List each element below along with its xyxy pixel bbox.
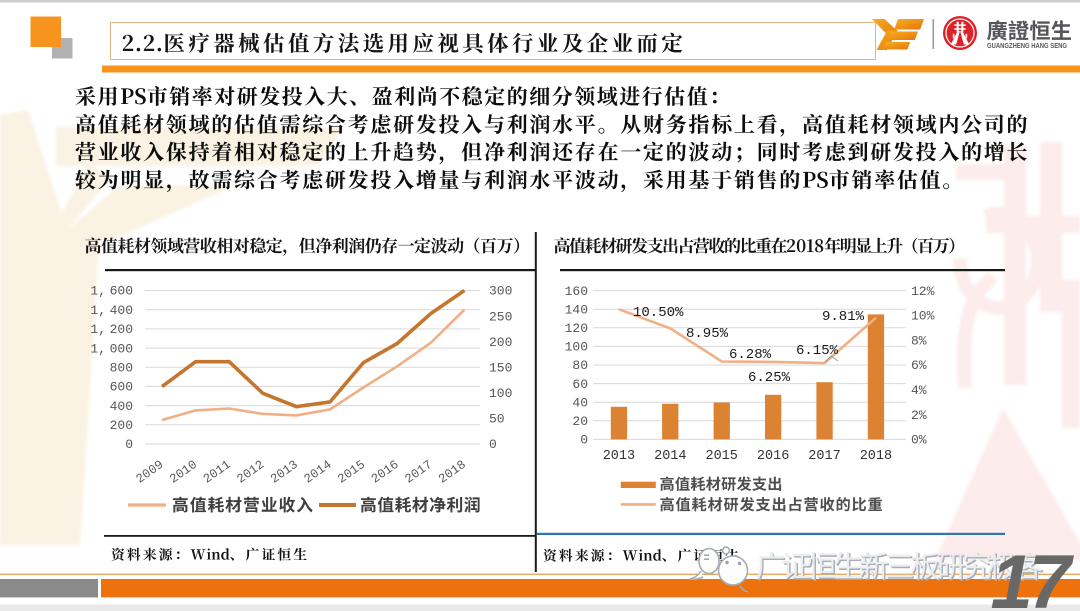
svg-text:2018: 2018 — [860, 449, 892, 464]
svg-text:8%: 8% — [911, 333, 927, 348]
svg-text:10%: 10% — [911, 309, 935, 324]
svg-text:200: 200 — [489, 335, 512, 350]
svg-text:8.95%: 8.95% — [686, 326, 729, 342]
svg-text:100: 100 — [489, 386, 512, 401]
svg-text:60: 60 — [572, 377, 588, 392]
svg-text:300: 300 — [489, 284, 512, 299]
svg-text:200: 200 — [110, 418, 133, 433]
svg-text:2011: 2011 — [201, 458, 234, 487]
svg-text:0: 0 — [489, 437, 497, 452]
svg-text:9.81%: 9.81% — [822, 309, 865, 325]
svg-text:0: 0 — [125, 437, 133, 452]
svg-text:GUANGZHENG HANG SENG: GUANGZHENG HANG SENG — [987, 41, 1067, 50]
svg-text:6.15%: 6.15% — [796, 343, 839, 359]
svg-text:0: 0 — [580, 433, 588, 448]
svg-text:20: 20 — [572, 414, 588, 429]
svg-text:120: 120 — [565, 321, 588, 336]
svg-text:150: 150 — [489, 360, 512, 375]
svg-text:2016: 2016 — [757, 449, 789, 464]
svg-text:1,: 1, — [90, 284, 106, 299]
svg-text:600: 600 — [110, 380, 133, 395]
svg-text:2015: 2015 — [335, 458, 368, 487]
svg-text:4%: 4% — [911, 383, 927, 398]
svg-text:2%: 2% — [911, 408, 927, 423]
svg-text:2018: 2018 — [436, 458, 469, 487]
svg-text:140: 140 — [565, 302, 588, 317]
svg-text:2015: 2015 — [705, 449, 737, 464]
svg-text:600: 600 — [110, 284, 133, 299]
svg-text:2017: 2017 — [402, 458, 435, 487]
svg-text:2012: 2012 — [234, 458, 267, 487]
svg-text:2009: 2009 — [134, 458, 167, 487]
svg-text:6.28%: 6.28% — [729, 347, 772, 363]
svg-text:80: 80 — [572, 358, 588, 373]
svg-text:10.50%: 10.50% — [633, 305, 684, 321]
svg-text:6%: 6% — [911, 358, 927, 373]
svg-text:2016: 2016 — [369, 458, 402, 487]
svg-text:1,: 1, — [90, 303, 106, 318]
svg-text:2017: 2017 — [808, 449, 840, 464]
svg-text:12%: 12% — [911, 284, 935, 299]
svg-text:6.25%: 6.25% — [748, 370, 791, 386]
svg-text:1,: 1, — [90, 341, 106, 356]
svg-text:160: 160 — [565, 284, 588, 299]
svg-text:400: 400 — [110, 303, 133, 318]
svg-text:50: 50 — [489, 412, 505, 427]
svg-text:2010: 2010 — [167, 458, 200, 487]
svg-text:000: 000 — [110, 341, 133, 356]
svg-text:40: 40 — [572, 395, 588, 410]
svg-text:100: 100 — [565, 340, 588, 355]
svg-text:2014: 2014 — [302, 458, 335, 487]
svg-text:17: 17 — [990, 540, 1074, 611]
svg-text:800: 800 — [110, 360, 133, 375]
svg-text:2014: 2014 — [654, 449, 686, 464]
svg-text:0%: 0% — [911, 433, 927, 448]
svg-text:200: 200 — [110, 322, 133, 337]
svg-text:1,: 1, — [90, 322, 106, 337]
svg-text:400: 400 — [110, 399, 133, 414]
svg-text:2013: 2013 — [603, 449, 635, 464]
svg-text:250: 250 — [489, 309, 512, 324]
svg-text:2013: 2013 — [268, 458, 301, 487]
